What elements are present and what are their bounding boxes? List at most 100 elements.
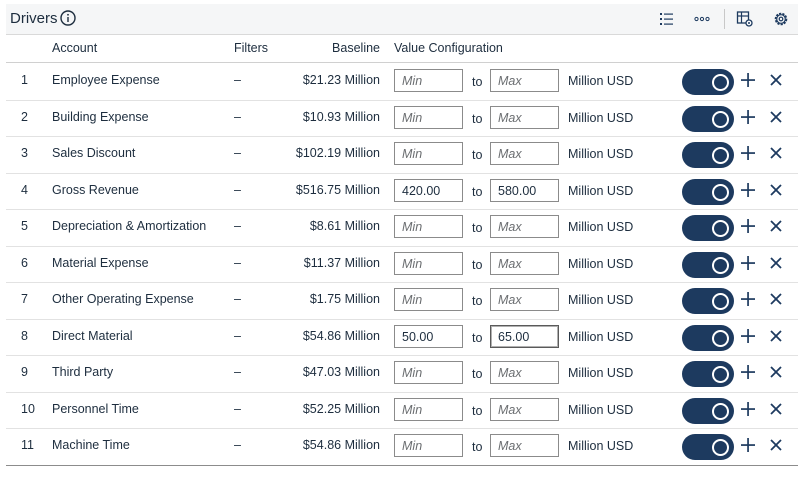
include-toggle[interactable] [682,434,734,460]
table-row: 1 Employee Expense – $21.23 Million Min … [6,63,798,101]
unit-label: Million USD [568,329,634,344]
close-icon[interactable] [770,220,782,232]
plus-icon[interactable] [740,291,756,307]
account-name: Third Party [52,365,114,379]
toggle-knob [712,74,729,91]
include-toggle[interactable] [682,251,734,278]
toggle-knob [712,329,729,347]
close-icon[interactable] [770,366,782,378]
filters-value: – [234,109,241,124]
list-settings-icon[interactable] [658,10,676,28]
include-toggle[interactable] [682,105,734,132]
max-input[interactable]: Max [490,251,559,275]
toggle-knob [712,220,729,237]
min-input[interactable]: Min [394,105,463,129]
table-row: 6 Material Expense – $11.37 Million Min … [6,246,798,283]
to-label: to [472,330,483,345]
baseline-value: $516.75 Million [295,182,380,197]
max-input[interactable]: Max [490,215,559,238]
unit-label: Million USD [568,220,634,234]
filters-value: – [234,255,241,270]
filters-value: – [234,292,241,306]
close-icon[interactable] [770,147,782,159]
plus-icon[interactable] [740,218,756,234]
plus-icon[interactable] [740,364,756,380]
to-label: to [472,184,483,199]
account-name: Building Expense [52,109,149,124]
min-input[interactable]: Min [394,434,463,457]
account-name: Other Operating Expense [52,292,194,306]
max-input[interactable]: 65.00 [490,324,559,348]
close-icon[interactable] [770,293,782,305]
close-icon[interactable] [770,256,782,269]
max-input[interactable]: Max [490,361,559,384]
close-icon[interactable] [770,183,782,196]
plus-icon[interactable] [740,255,756,271]
include-toggle[interactable] [682,324,734,351]
row-index: 1 [21,73,28,87]
min-input[interactable]: 50.00 [394,324,463,348]
include-toggle[interactable] [682,69,734,95]
plus-icon[interactable] [740,401,756,417]
to-label: to [472,221,483,235]
close-icon[interactable] [770,74,782,86]
toggle-knob [712,110,729,128]
include-toggle[interactable] [682,142,734,168]
account-name: Direct Material [52,328,133,343]
overflow-icon[interactable] [693,10,711,28]
baseline-value: $1.75 Million [309,292,380,306]
table-row: 4 Gross Revenue – $516.75 Million 420.00… [6,173,798,210]
baseline-value: $11.37 Million [303,255,380,270]
account-name: Machine Time [52,438,130,452]
table-row: 9 Third Party – $47.03 Million Min to Ma… [6,355,798,393]
baseline-value: $21.23 Million [302,73,380,87]
column-header-account: Account [52,41,98,55]
max-input[interactable]: Max [490,69,559,92]
close-icon[interactable] [770,402,782,415]
plus-icon[interactable] [740,437,756,453]
table-settings-icon[interactable] [736,10,754,28]
info-icon[interactable] [60,10,76,26]
include-toggle[interactable] [682,361,734,387]
min-input[interactable]: Min [394,288,463,311]
min-input[interactable]: Min [394,361,463,384]
include-toggle[interactable] [682,178,734,205]
row-index: 6 [21,255,28,270]
close-icon[interactable] [770,329,782,342]
max-input[interactable]: Max [490,434,559,457]
max-input[interactable]: Max [490,142,559,165]
plus-icon[interactable] [740,145,756,161]
toggle-knob [712,439,729,456]
baseline-value: $10.93 Million [302,109,380,124]
min-input[interactable]: Min [394,251,463,275]
toggle-knob [712,402,729,420]
plus-icon[interactable] [740,109,756,125]
max-input[interactable]: Max [490,105,559,129]
to-label: to [472,148,483,162]
include-toggle[interactable] [682,215,734,241]
max-input[interactable]: Max [490,397,559,421]
to-label: to [472,403,483,418]
to-label: to [472,294,483,308]
close-icon[interactable] [770,439,782,451]
max-input[interactable]: 580.00 [490,178,559,202]
min-input[interactable]: 420.00 [394,178,463,202]
column-header-value-configuration: Value Configuration [394,41,503,55]
table-row: 3 Sales Discount – $102.19 Million Min t… [6,136,798,174]
include-toggle[interactable] [682,397,734,424]
plus-icon[interactable] [740,328,756,344]
row-index: 2 [21,109,28,124]
include-toggle[interactable] [682,288,734,314]
gear-icon[interactable] [772,10,790,28]
close-icon[interactable] [770,110,782,123]
min-input[interactable]: Min [394,215,463,238]
max-input[interactable]: Max [490,288,559,311]
filters-value: – [234,182,241,197]
min-input[interactable]: Min [394,397,463,421]
baseline-value: $54.86 Million [302,438,380,452]
plus-icon[interactable] [740,72,756,88]
plus-icon[interactable] [740,182,756,198]
min-input[interactable]: Min [394,69,463,92]
min-input[interactable]: Min [394,142,463,165]
